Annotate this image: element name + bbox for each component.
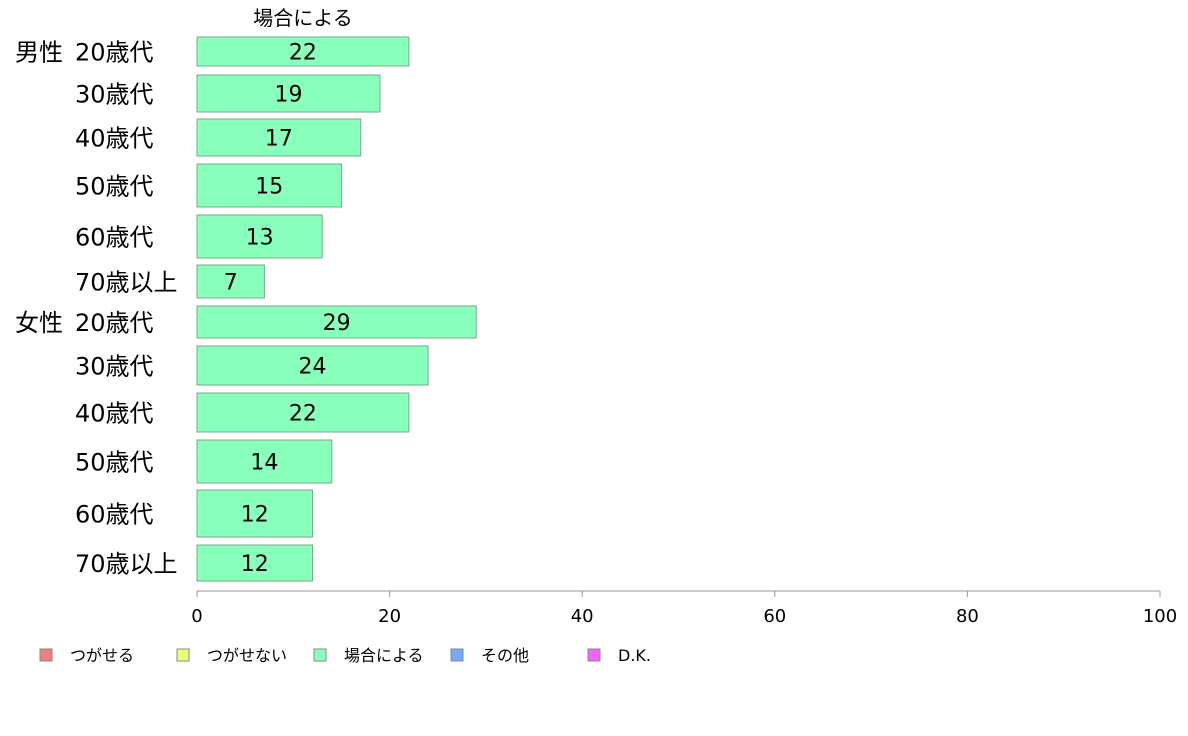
bar-value-label: 17 [265,127,293,152]
legend-swatch [39,648,53,662]
category-label: 20歳代 [75,39,154,67]
x-tick-label: 60 [763,606,786,627]
category-label: 70歳以上 [75,550,178,578]
bar-value-label: 14 [250,451,278,476]
category-label: 50歳代 [75,173,154,201]
bar [196,163,342,208]
legend-label: つがせる [70,646,134,665]
legend-label: 場合による [344,646,424,665]
bar-value-label: 22 [289,402,317,427]
x-tick-label: 100 [1143,606,1177,627]
bar-value-label: 15 [255,175,283,200]
bar-value-label: 13 [246,226,274,251]
bar [196,489,314,538]
bar-value-label: 12 [241,503,269,528]
group-label: 女性 [15,309,63,337]
bar [196,305,477,339]
legend-label: その他 [481,646,529,665]
category-label: 50歳代 [75,449,154,477]
bar [196,214,323,259]
legend: つがせる つがせない 場合による その他 D.K. [39,646,651,665]
x-axis: 0 20 40 60 80 100 [191,590,1177,627]
category-label: 40歳代 [75,400,154,428]
bar [196,118,362,157]
category-label: 20歳代 [75,309,154,337]
bar-value-label: 22 [289,41,317,66]
legend-swatch [313,648,327,662]
x-tick-label: 40 [571,606,594,627]
bar [196,74,381,113]
legend-label: つがせない [207,646,287,665]
x-tick-label: 20 [378,606,401,627]
bar [196,36,410,67]
category-label: 60歳代 [75,224,154,252]
bar-value-label: 12 [241,552,269,577]
legend-swatch [587,648,601,662]
bars-group: 22 20歳代 19 30歳代 17 40歳代 15 50歳代 13 60歳代 7 70歳以上 29 20… [15,36,477,582]
x-tick-label: 0 [191,606,202,627]
legend-swatch [450,648,464,662]
bar [196,544,314,582]
bar [196,345,429,386]
category-label: 30歳代 [75,81,154,109]
legend-swatch [176,648,190,662]
group-label: 男性 [15,39,63,67]
legend-label: D.K. [618,646,651,665]
bar-value-label: 29 [323,311,351,336]
category-label: 30歳代 [75,353,154,381]
bar-value-label: 19 [274,83,302,108]
x-tick-label: 80 [956,606,979,627]
bar-value-label: 7 [224,271,238,296]
category-label: 40歳代 [75,125,154,153]
category-label: 70歳以上 [75,269,178,297]
bar [196,439,333,484]
bar [196,264,265,299]
series-title: 場合による [253,6,352,30]
bar [196,392,410,433]
category-label: 60歳代 [75,501,154,529]
bar-value-label: 24 [299,355,327,380]
